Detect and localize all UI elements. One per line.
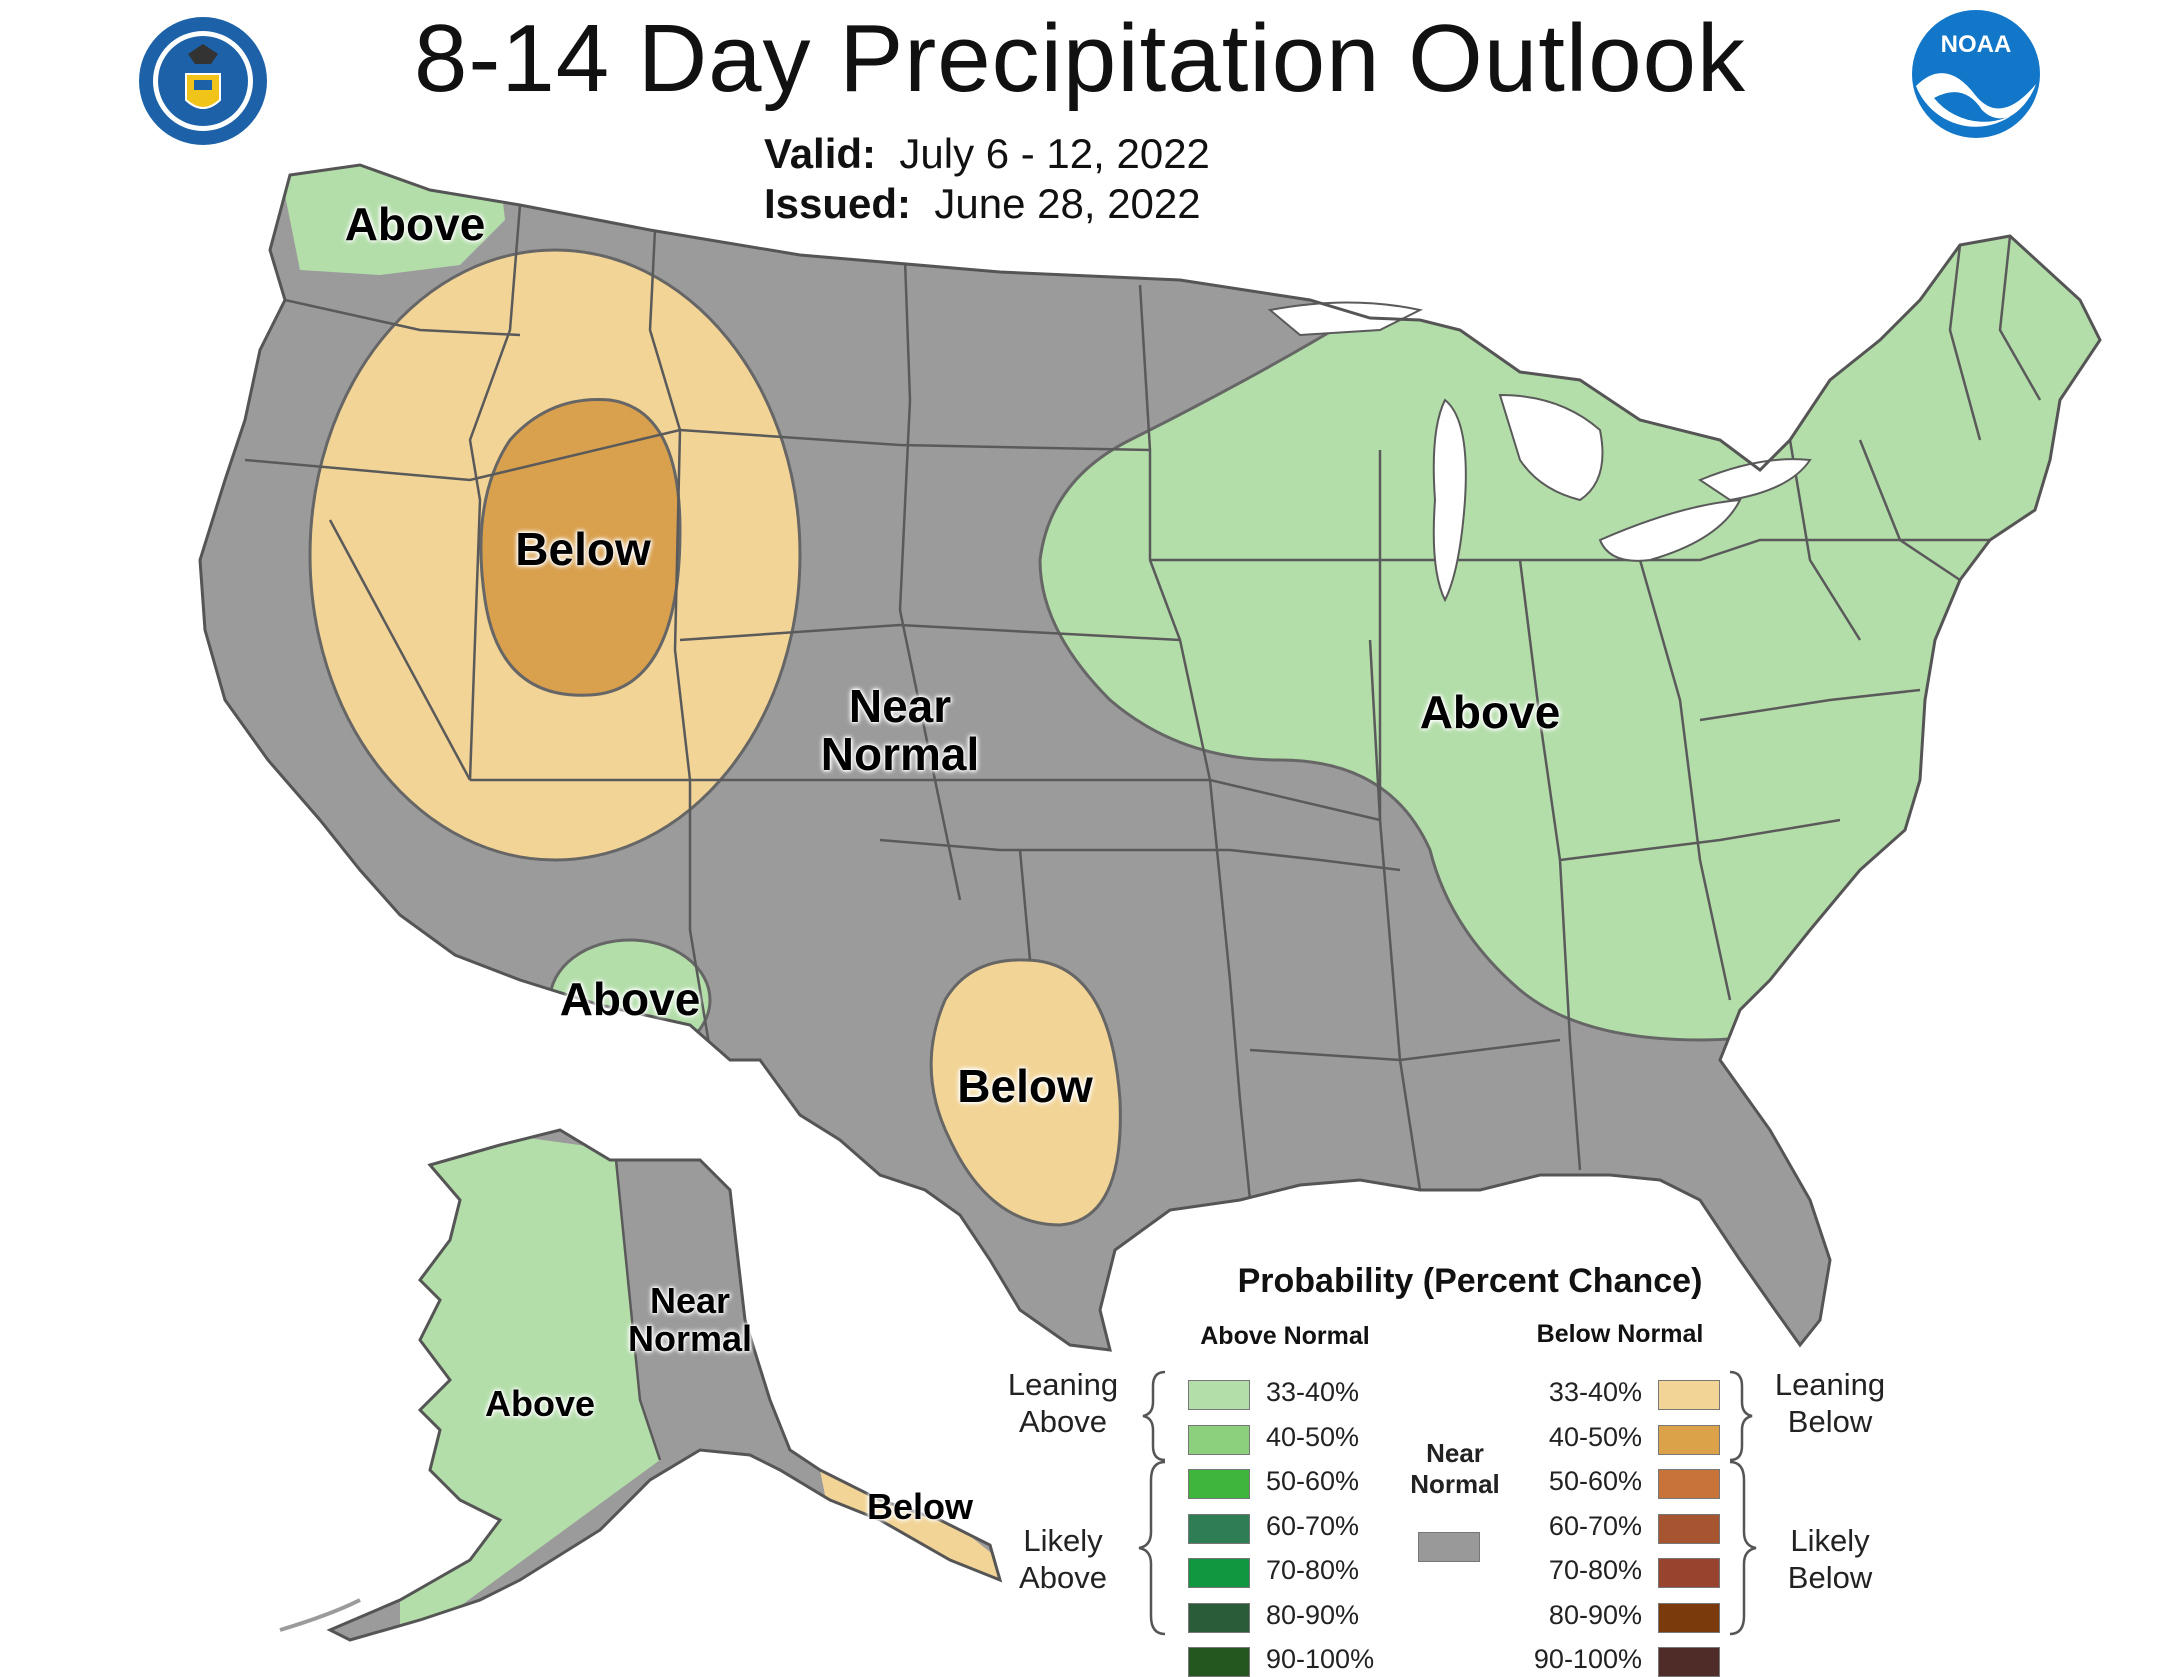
label-wa-above: Above (344, 198, 486, 250)
label-west-below: Below (515, 523, 651, 575)
legend-below-range: 50-60% (1548, 1466, 1642, 1496)
legend-leaning-below: Leaning Below (1774, 1367, 1886, 1440)
valid-line: Valid: July 6 - 12, 2022 (764, 130, 1210, 178)
legend-below-swatch (1658, 1513, 1720, 1544)
legend-near-normal-swatch (1418, 1532, 1480, 1562)
legend-likely-below: Likely Below (1787, 1523, 1873, 1596)
page-title: 8-14 Day Precipitation Outlook (414, 5, 1746, 112)
legend-above-swatch (1188, 1469, 1250, 1499)
issued-value: June 28, 2022 (934, 180, 1201, 227)
legend-below-swatch (1658, 1380, 1720, 1410)
legend-below-swatch (1658, 1647, 1720, 1677)
noaa-text: NOAA (1941, 31, 2012, 58)
label-east-above: Above (1419, 686, 1561, 738)
label-tx-below: Below (957, 1060, 1093, 1112)
legend-likely-above: Likely Above (1019, 1523, 1107, 1596)
issued-line: Issued: June 28, 2022 (764, 180, 1201, 228)
noaa-logo-icon: NOAA (1912, 10, 2040, 138)
legend-below-range: 90-100% (1533, 1644, 1642, 1674)
legend-above-swatch (1188, 1424, 1250, 1455)
legend-above-swatch (1188, 1380, 1250, 1410)
legend-below-header: Below Normal (1536, 1320, 1704, 1348)
legend-above-range: 33-40% (1266, 1377, 1360, 1407)
legend-above-range: 40-50% (1266, 1421, 1360, 1452)
legend-below-range: 60-70% (1548, 1510, 1642, 1541)
legend-below-swatch (1658, 1469, 1720, 1499)
label-near-normal: Near Normal (820, 680, 980, 781)
legend-below-swatch (1658, 1602, 1720, 1633)
label-az-above: Above (559, 973, 701, 1025)
valid-label: Valid: (764, 130, 877, 177)
legend-near-normal: Near Normal (1410, 1438, 1500, 1499)
legend-below-swatch (1658, 1424, 1720, 1455)
legend-above-swatch (1188, 1558, 1250, 1588)
issued-label: Issued: (764, 180, 912, 227)
legend-below-range: 40-50% (1548, 1421, 1642, 1452)
legend-title: Probability (Percent Chance) (1237, 1262, 1703, 1300)
valid-value: July 6 - 12, 2022 (899, 130, 1210, 177)
legend-below-range: 70-80% (1548, 1555, 1642, 1585)
legend-below-range: 33-40% (1548, 1377, 1642, 1407)
legend-leaning-above: Leaning Above (1007, 1367, 1119, 1440)
label-ak-below: Below (866, 1486, 973, 1527)
legend-above-swatch (1188, 1647, 1250, 1677)
legend-above-header: Above Normal (1200, 1322, 1370, 1350)
label-ak-above: Above (484, 1383, 596, 1424)
label-ak-near-normal: Near Normal (627, 1280, 753, 1359)
legend-above-range: 90-100% (1266, 1644, 1375, 1674)
legend-below-range: 80-90% (1548, 1599, 1642, 1630)
legend-below-swatch (1658, 1558, 1720, 1588)
legend-above-range: 70-80% (1266, 1555, 1360, 1585)
commerce-seal-icon (139, 17, 267, 145)
legend-above-swatch (1188, 1602, 1250, 1633)
legend-above-swatch (1188, 1513, 1250, 1544)
legend-above-range: 60-70% (1266, 1510, 1360, 1541)
legend-above-range: 50-60% (1266, 1466, 1360, 1496)
legend-above-range: 80-90% (1266, 1599, 1360, 1630)
